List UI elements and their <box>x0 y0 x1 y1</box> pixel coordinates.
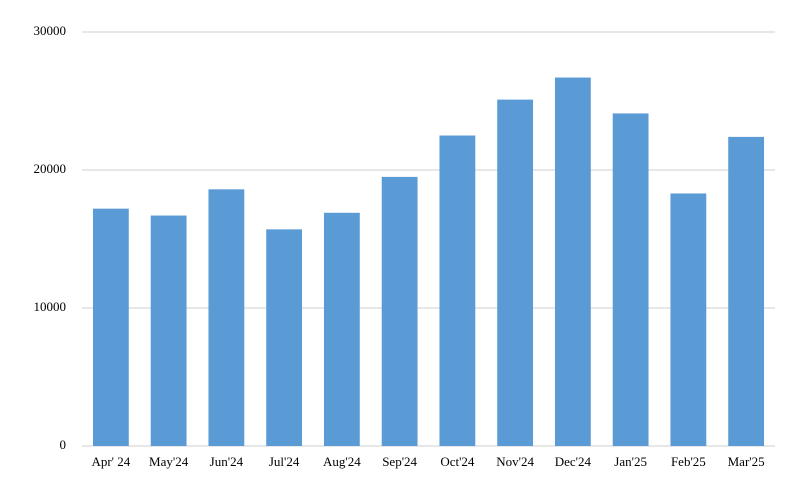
bar <box>554 77 591 446</box>
x-tick-label: Nov'24 <box>496 454 534 469</box>
bar <box>612 113 649 447</box>
y-tick-label: 0 <box>60 437 67 452</box>
bar <box>670 193 707 446</box>
bar <box>150 215 187 446</box>
x-tick-label: Oct'24 <box>440 454 475 469</box>
bar <box>728 136 765 446</box>
x-tick-label: Aug'24 <box>323 454 361 469</box>
x-tick-label: Mar'25 <box>728 454 765 469</box>
x-tick-label: Apr' 24 <box>91 454 130 469</box>
bar <box>92 208 129 446</box>
y-tick-label: 20000 <box>34 161 67 176</box>
x-tick-label: May'24 <box>149 454 189 469</box>
x-tick-label: Feb'25 <box>671 454 706 469</box>
bar <box>323 212 360 446</box>
bar <box>497 99 534 447</box>
bar <box>266 229 303 446</box>
x-tick-label: Jul'24 <box>269 454 300 469</box>
x-tick-label: Sep'24 <box>382 454 417 469</box>
y-tick-label: 10000 <box>34 299 67 314</box>
y-tick-label: 30000 <box>34 23 67 38</box>
bar <box>381 176 418 446</box>
x-tick-label: Dec'24 <box>555 454 592 469</box>
x-tick-label: Jun'24 <box>210 454 244 469</box>
bar <box>208 189 245 446</box>
bar <box>439 135 476 446</box>
x-tick-label: Jan'25 <box>614 454 647 469</box>
